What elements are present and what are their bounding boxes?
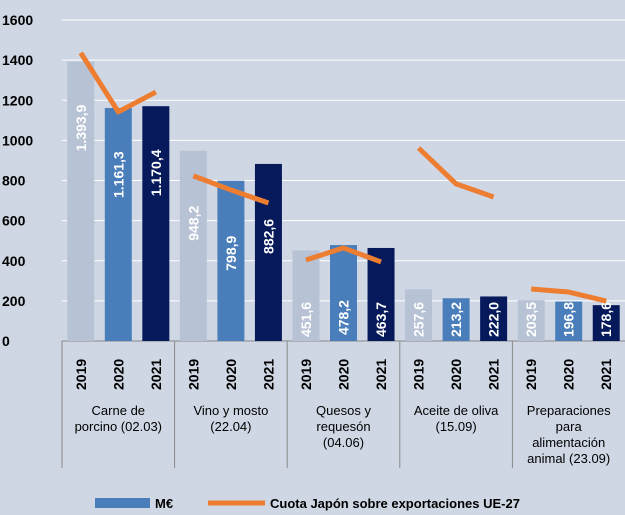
bar: [517, 300, 545, 341]
x-tick-label: 2020: [336, 359, 352, 390]
value-label: 463,7: [373, 302, 389, 337]
category-label: para: [556, 419, 583, 434]
bar: [592, 305, 620, 341]
category-label: (15.09): [435, 419, 476, 434]
y-tick-label: 1200: [2, 92, 33, 108]
value-label: 1.161,3: [110, 151, 126, 198]
bar: [67, 61, 95, 341]
category-label: (22.04): [210, 419, 251, 434]
category-label: animal (23.09): [527, 451, 610, 466]
value-label: 451,6: [298, 302, 314, 337]
value-label: 196,8: [561, 302, 577, 337]
category-label: Preparaciones: [527, 403, 611, 418]
x-tick-label: 2021: [486, 359, 502, 390]
value-label: 798,9: [223, 235, 239, 270]
line-segment: [78, 51, 158, 115]
value-label: 882,6: [260, 219, 276, 254]
x-tick-label: 2019: [298, 359, 314, 390]
legend-label: M€: [155, 496, 173, 511]
category-label: requesón: [316, 419, 370, 434]
x-tick-label: 2020: [223, 359, 239, 390]
category-label: Quesos y: [316, 403, 371, 418]
value-label: 478,2: [336, 300, 352, 335]
value-label: 948,2: [185, 206, 201, 241]
bar: [104, 108, 132, 341]
value-label: 1.393,9: [73, 104, 89, 151]
x-tick-label: 2019: [523, 359, 539, 390]
y-tick-label: 400: [2, 253, 26, 269]
bar: [292, 250, 320, 341]
bar: [217, 180, 245, 341]
x-tick-label: 2021: [260, 359, 276, 390]
y-tick-label: 200: [2, 293, 26, 309]
y-tick-label: 800: [2, 173, 26, 189]
category-label: alimentación: [532, 435, 605, 450]
category-label: Carne de: [92, 403, 145, 418]
category-label: Aceite de oliva: [414, 403, 499, 418]
bar: [480, 296, 508, 341]
bar: [442, 298, 470, 341]
x-tick-label: 2019: [185, 359, 201, 390]
bar: [254, 163, 282, 341]
bar: [142, 106, 170, 341]
value-label: 213,2: [448, 302, 464, 337]
y-tick-label: 1600: [2, 12, 33, 28]
x-tick-label: 2019: [73, 359, 89, 390]
bar: [405, 289, 433, 341]
category-label: (04.06): [323, 435, 364, 450]
legend-swatch: [95, 498, 150, 508]
x-tick-label: 2020: [110, 359, 126, 390]
x-tick-label: 2020: [561, 359, 577, 390]
category-label: Vino y mosto: [193, 403, 268, 418]
x-tick-label: 2021: [598, 359, 614, 390]
bar: [367, 247, 395, 341]
line-segment: [305, 245, 382, 265]
value-label: 1.170,4: [148, 149, 164, 196]
bar: [179, 150, 207, 341]
x-tick-label: 2020: [448, 359, 464, 390]
y-tick-label: 600: [2, 213, 26, 229]
value-label: 222,0: [486, 302, 502, 337]
x-tick-label: 2019: [411, 359, 427, 390]
bar: [555, 301, 583, 341]
value-label: 203,5: [523, 302, 539, 337]
value-label: 178,6: [598, 302, 614, 337]
line-segment: [416, 146, 495, 200]
category-label: porcino (02.03): [75, 419, 162, 434]
y-tick-label: 1000: [2, 132, 33, 148]
x-tick-label: 2021: [148, 359, 164, 390]
y-tick-label: 1400: [2, 52, 33, 68]
value-label: 257,6: [411, 302, 427, 337]
bar: [330, 245, 357, 341]
line-segment: [192, 173, 270, 206]
y-tick-label: 0: [2, 333, 10, 349]
line-segment: [530, 286, 607, 304]
x-tick-label: 2021: [373, 359, 389, 390]
legend-label: Cuota Japón sobre exportaciones UE-27: [270, 496, 520, 511]
